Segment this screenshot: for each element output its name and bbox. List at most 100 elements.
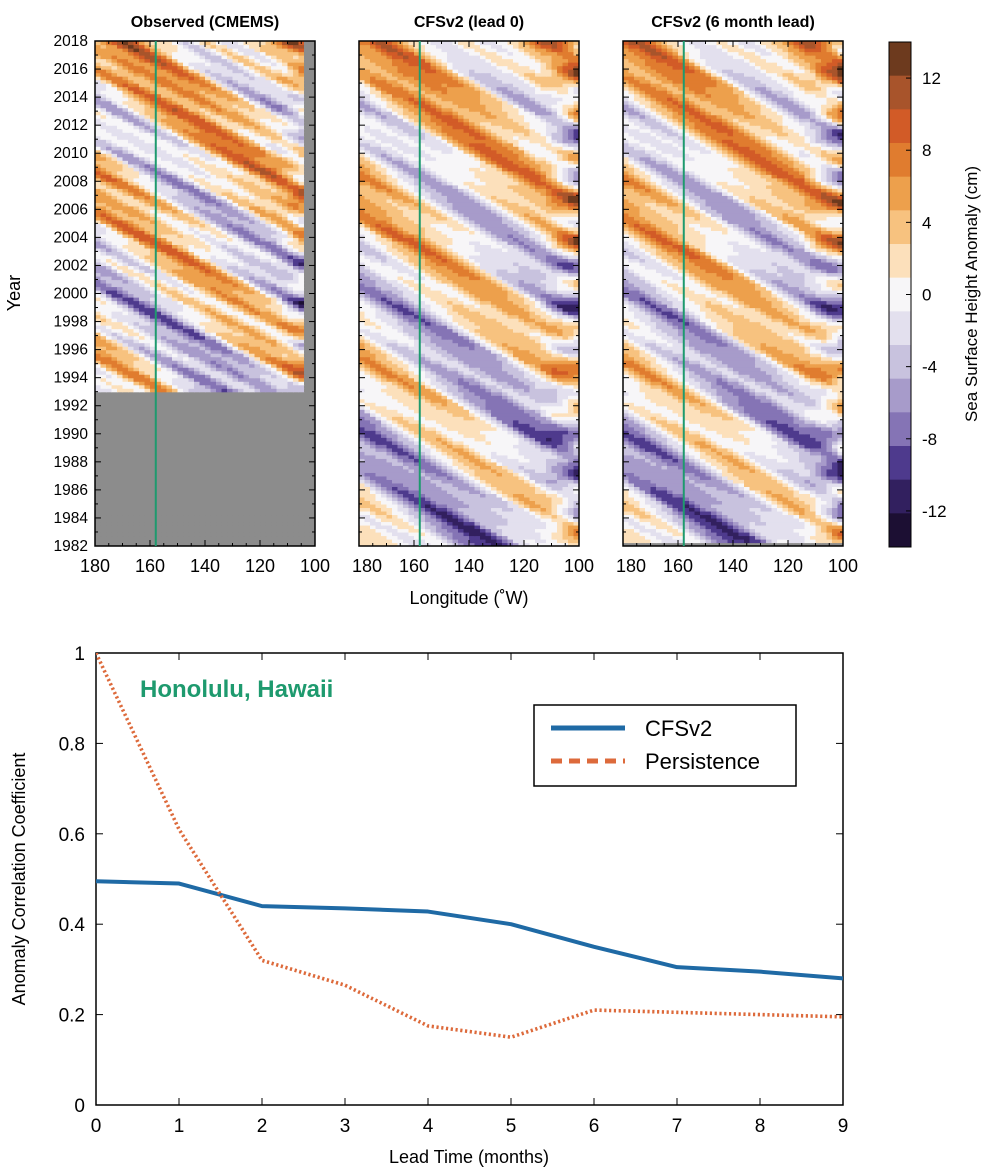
heatmap-cell — [304, 247, 311, 253]
heatmap-cell — [238, 177, 245, 182]
heatmap-cell — [293, 531, 300, 537]
heatmap-cell — [139, 465, 146, 470]
heatmap-cell — [117, 240, 124, 246]
heatmap-cell — [293, 465, 300, 470]
heatmap-cell — [172, 153, 179, 158]
heatmap-cell — [199, 265, 206, 270]
heatmap-cell — [309, 282, 315, 288]
heatmap-cell — [95, 430, 102, 435]
heatmap-cell — [199, 356, 206, 361]
heatmap-cell — [210, 374, 217, 379]
heatmap-cell — [271, 223, 278, 228]
heatmap-cell — [150, 493, 157, 498]
heatmap-cell — [227, 289, 234, 295]
heatmap-cell — [293, 447, 300, 452]
heatmap-cell — [265, 409, 272, 414]
heatmap-cell — [293, 542, 300, 546]
heatmap-cell — [106, 384, 113, 389]
heatmap-cell — [309, 233, 315, 238]
heatmap-cell — [304, 363, 311, 368]
heatmap-cell — [128, 346, 135, 351]
heatmap-cell — [144, 479, 151, 484]
heatmap-cell — [216, 363, 223, 368]
heatmap-cell — [106, 475, 113, 480]
heatmap-cell — [194, 377, 201, 382]
heatmap-cell — [177, 282, 184, 288]
heatmap-cell — [227, 265, 234, 270]
heatmap-cell — [243, 514, 250, 519]
heatmap-cell — [254, 174, 261, 179]
heatmap-cell — [265, 521, 272, 526]
heatmap-cell — [260, 356, 267, 361]
heatmap-cell — [249, 279, 256, 284]
heatmap-cell — [155, 461, 162, 466]
heatmap-cell — [293, 489, 300, 494]
heatmap-cell — [254, 398, 261, 403]
heatmap-cell — [309, 184, 315, 189]
heatmap-cell — [298, 486, 305, 491]
heatmap-cell — [188, 381, 195, 386]
heatmap-cell — [210, 311, 217, 316]
heatmap-cell — [166, 419, 173, 424]
heatmap-cell — [183, 174, 190, 179]
heatmap-cell — [117, 402, 124, 407]
heatmap-cell — [287, 426, 294, 431]
heatmap-cell — [111, 279, 118, 284]
hovmoller-panel-0: Observed (CMEMS) — [94, 14, 316, 547]
heatmap-cell — [287, 114, 294, 119]
heatmap-cell — [298, 318, 305, 323]
heatmap-cell — [133, 531, 140, 537]
heatmap-cell — [254, 409, 261, 414]
heatmap-cell — [111, 447, 118, 452]
heatmap-cell — [199, 170, 206, 175]
heatmap-cell — [232, 461, 239, 466]
heatmap-cell — [95, 426, 102, 431]
heatmap-cell — [221, 489, 228, 494]
heatmap-cell — [194, 177, 201, 182]
heatmap-cell — [122, 163, 129, 168]
heatmap-cell — [188, 531, 195, 537]
heatmap-cell — [172, 472, 179, 477]
heatmap-cell — [161, 202, 168, 207]
heatmap-cell — [188, 353, 195, 358]
heatmap-cell — [238, 510, 245, 516]
heatmap-cell — [276, 479, 283, 484]
heatmap-cell — [183, 282, 190, 288]
heatmap-cell — [128, 135, 135, 140]
heatmap-cell — [122, 328, 129, 333]
heatmap-cell — [282, 205, 289, 210]
heatmap-cell — [276, 223, 283, 228]
heatmap-cell — [298, 398, 305, 403]
heatmap-cell — [117, 444, 124, 449]
heatmap-cell — [161, 111, 168, 116]
heatmap-cell — [188, 177, 195, 182]
heatmap-cell — [287, 377, 294, 382]
heatmap-cell — [276, 321, 283, 326]
heatmap-cell — [166, 521, 173, 526]
heatmap-cell — [260, 272, 267, 277]
heatmap-cell — [133, 360, 140, 365]
heatmap-cell — [287, 395, 294, 400]
heatmap-cell — [122, 479, 129, 484]
heatmap-cell — [122, 346, 129, 351]
heatmap-cell — [276, 402, 283, 407]
heatmap-cell — [133, 289, 140, 295]
heatmap-cell — [166, 198, 173, 203]
heatmap-cell — [221, 451, 228, 456]
heatmap-cell — [177, 458, 184, 463]
heatmap-cell — [161, 444, 168, 449]
heatmap-cell — [216, 289, 223, 295]
heatmap-cell — [298, 535, 305, 540]
heatmap-cell — [106, 423, 113, 428]
heatmap-cell — [216, 433, 223, 438]
heatmap-cell — [287, 405, 294, 410]
heatmap-cell — [287, 212, 294, 217]
heatmap-cell — [139, 391, 146, 396]
heatmap-cell — [298, 346, 305, 351]
heatmap-cell — [106, 458, 113, 463]
heatmap-cell — [293, 349, 300, 354]
heatmap-cell — [194, 542, 201, 546]
heatmap-cell — [238, 167, 245, 172]
heatmap-cell — [188, 156, 195, 161]
heatmap-cell — [254, 447, 261, 452]
